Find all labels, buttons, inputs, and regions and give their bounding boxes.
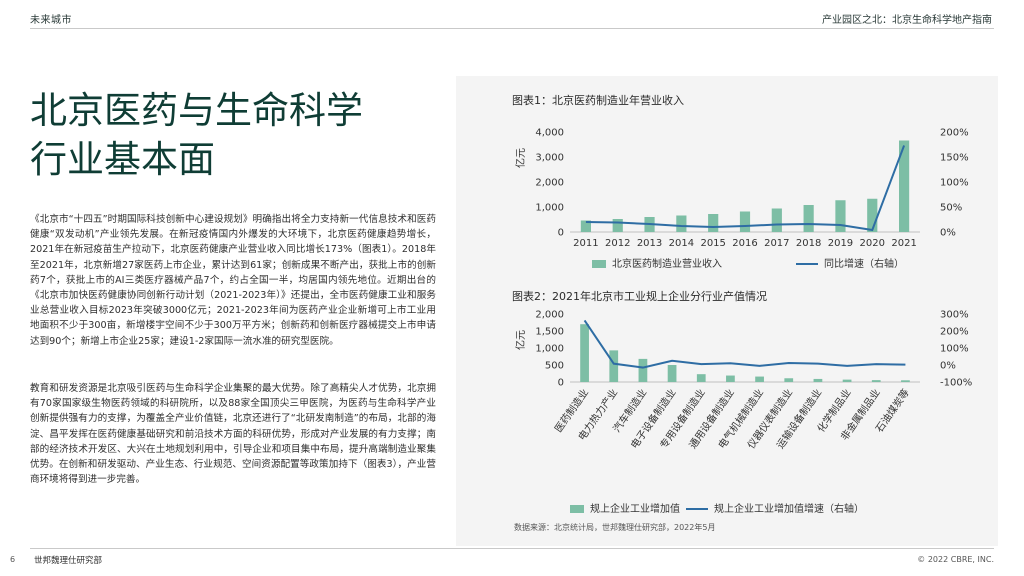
page-title-line-2: 行业基本面 [30,138,215,181]
chart1-y2tick-1: 50% [940,203,962,214]
chart1-xtick-3: 2014 [669,238,694,249]
chart1-ylabel: 亿元 [514,148,527,168]
chart1-bar-7 [803,205,814,232]
chart1-ytick-2: 2,000 [535,178,564,189]
chart2-y2tick-0: -100% [940,378,972,389]
brand-label: 未来城市 [30,15,72,26]
chart1-legend-bar-swatch [592,260,606,268]
chart1-xtick-0: 2011 [573,238,598,249]
chart1-bar-6 [771,208,782,232]
chart1-bar-9 [867,198,878,232]
chart2-bar-2 [638,358,648,382]
chart2-bar-5 [726,375,735,382]
report-title: 产业园区之北：北京生命科学地产指南 [822,15,992,26]
chart1-ytick-1: 1,000 [535,203,564,214]
chart2-ytick-3: 1,500 [535,327,564,338]
chart2-ytick-1: 500 [545,361,564,372]
chart1-xtick-9: 2020 [860,238,885,249]
page-title-line-1: 北京医药与生命科学 [30,89,363,132]
chart2-y2tick-4: 300% [940,310,969,321]
chart2-bar-9 [842,379,852,382]
chart1-bar-5 [739,211,751,232]
chart1-xtick-2: 2013 [637,238,662,249]
chart2-bar-6 [755,376,764,382]
chart1-bar-10 [899,140,910,232]
chart1-bar-1 [612,219,623,232]
chart1-y2tick-4: 200% [940,128,969,139]
chart2-legend-line-label: 规上企业工业增加值增速（右轴） [714,502,864,515]
chart2-bar-4 [696,374,706,382]
chart2-line-series [583,319,906,369]
chart2-bar-3 [667,365,677,382]
chart2-bar-11 [901,380,910,382]
chart1-y2tick-0: 0% [940,228,956,239]
chart2-title: 图表2：2021年北京市工业规上企业分行业产值情况 [512,289,767,303]
chart1-xtick-4: 2015 [700,238,725,249]
chart2-legend-bar-label: 规上企业工业增加值 [590,502,680,515]
chart1-y2tick-3: 150% [940,153,969,164]
top-header: 未来城市 产业园区之北：北京生命科学地产指南 [0,0,1024,30]
chart2-bar-7 [784,378,794,382]
chart2-bar-8 [813,378,823,382]
chart2-ylabel: 亿元 [514,330,527,350]
chart1-bar-3 [676,215,687,232]
chart1-xtick-6: 2017 [764,238,789,249]
chart1-xtick-1: 2012 [605,238,630,249]
chart1-ytick-4: 4,000 [535,128,564,139]
footer-org: 世邦魏理仕研究部 [34,556,103,566]
chart2-bar-10 [871,380,881,382]
chart1-ytick-0: 0 [558,228,564,239]
chart2-ytick-4: 2,000 [535,310,564,321]
chart1-ytick-3: 3,000 [535,153,564,164]
chart1-bar-0 [580,220,591,232]
chart1-bar-8 [835,200,846,232]
page-number: 6 [10,555,16,564]
chart2-bar-1 [609,350,619,382]
chart1-xtick-8: 2019 [828,238,853,249]
chart1-bar-4 [708,214,719,232]
chart2-bar-0 [580,324,589,382]
chart1-legend-bar-label: 北京医药制造业营业收入 [612,257,722,270]
header-divider [30,28,994,29]
page-title: 北京医药与生命科学 行业基本面 [30,86,450,184]
footer-copyright: © 2022 CBRE, INC. [917,555,994,564]
chart2-ytick-2: 1,000 [535,344,564,355]
chart1-xtick-10: 2021 [891,238,916,249]
chart1-legend-line-label: 同比增速（右轴） [824,257,904,270]
source-note: 数据来源：北京统计局，世邦魏理仕研究部，2022年5月 [514,523,716,532]
chart2-y2tick-2: 100% [940,344,969,355]
chart1-xtick-7: 2018 [796,238,821,249]
chart1-line-series [585,145,906,232]
chart2-ytick-0: 0 [558,378,564,389]
chart2-y2tick-1: 0% [940,361,956,372]
chart1-y2tick-2: 100% [940,178,969,189]
chart1-xtick-5: 2016 [732,238,757,249]
footer-divider [30,548,994,549]
chart2-legend-bar-swatch [570,505,584,513]
body-paragraph-1: 《北京市“十四五”时期国际科技创新中心建设规划》明确指出将全力支持新一代信息技术… [30,214,436,347]
body-paragraph-2: 教育和研发资源是北京吸引医药与生命科学企业集聚的最大优势。除了高精尖人才优势，北… [30,383,436,486]
chart2-y2tick-3: 200% [940,327,969,338]
chart1-title: 图表1：北京医药制造业年营业收入 [512,93,684,107]
